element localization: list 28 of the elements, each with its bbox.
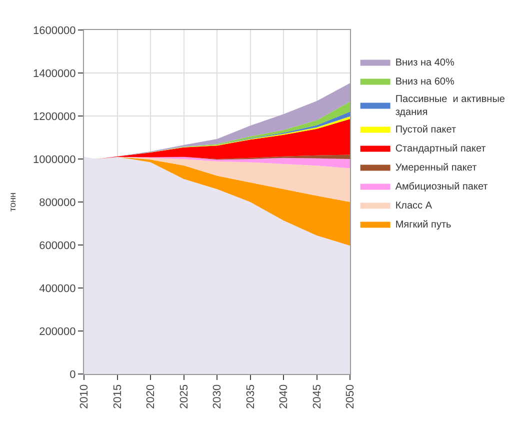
y-tick-label: 1400000 <box>32 68 76 80</box>
y-tick-label: 200000 <box>39 326 76 338</box>
legend-label: Амбициозный пакет <box>395 182 488 193</box>
x-tick-label: 2030 <box>212 384 224 409</box>
x-tick-label: 2010 <box>78 384 91 409</box>
legend-label: Вниз на 40% <box>395 58 454 69</box>
y-tick-label: 400000 <box>39 282 76 295</box>
y-tick-label: 1200000 <box>32 110 76 123</box>
legend-label: Вниз на 60% <box>395 76 454 88</box>
y-tick-label: 800000 <box>39 196 76 209</box>
y-tick-label: 1000000 <box>32 154 76 166</box>
y-axis-title: тонн <box>7 192 18 212</box>
x-tick-label: 2035 <box>244 384 257 409</box>
x-tick-label: 2040 <box>278 384 290 409</box>
legend-label: Пассивные и активные здания <box>395 94 506 118</box>
x-tick-label: 2020 <box>145 384 158 409</box>
x-tick-label: 2050 <box>344 384 357 409</box>
legend-label: Умеренный пакет <box>395 162 478 174</box>
legend-label: Стандартный пакет <box>395 144 486 155</box>
legend-label: Пустой пакет <box>395 124 456 136</box>
y-tick-label: 1600000 <box>32 24 76 37</box>
x-tick-label: 2015 <box>112 384 124 409</box>
legend-label: Класс А <box>395 200 432 212</box>
x-tick-label: 2045 <box>311 384 324 409</box>
legend-label: Мягкий путь <box>395 220 452 231</box>
y-tick-label: 600000 <box>39 240 76 252</box>
y-tick-label: 0 <box>70 368 76 381</box>
x-tick-label: 2025 <box>178 384 190 409</box>
